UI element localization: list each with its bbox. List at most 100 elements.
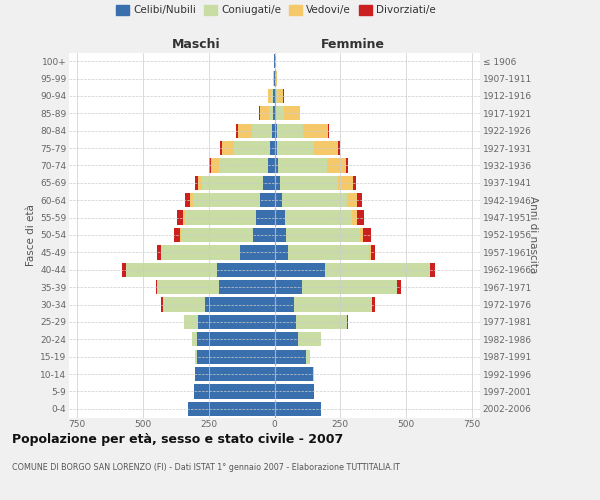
Bar	[287, 246, 370, 260]
Bar	[217, 262, 275, 277]
Bar	[260, 193, 275, 208]
Bar	[371, 246, 374, 260]
Bar	[157, 246, 161, 260]
Text: Maschi: Maschi	[172, 38, 221, 51]
Bar	[223, 141, 234, 155]
Bar	[156, 280, 157, 294]
Bar	[275, 280, 302, 294]
Bar	[194, 384, 275, 398]
Bar	[358, 210, 364, 224]
Bar	[125, 262, 217, 277]
Bar	[314, 141, 338, 155]
Bar	[269, 106, 273, 120]
Bar	[274, 72, 275, 86]
Bar	[183, 210, 185, 224]
Bar	[198, 176, 202, 190]
Bar	[352, 210, 358, 224]
Bar	[190, 193, 193, 208]
Bar	[253, 228, 275, 242]
Bar	[161, 298, 163, 312]
Bar	[276, 106, 284, 120]
Bar	[195, 176, 198, 190]
Bar	[163, 298, 205, 312]
Bar	[275, 124, 277, 138]
Bar	[202, 176, 263, 190]
Bar	[275, 262, 325, 277]
Bar	[234, 141, 270, 155]
Bar	[275, 384, 314, 398]
Bar	[347, 193, 357, 208]
Bar	[256, 210, 275, 224]
Bar	[177, 210, 183, 224]
Bar	[346, 158, 348, 172]
Bar	[372, 298, 374, 312]
Y-axis label: Anni di nascita: Anni di nascita	[527, 196, 538, 274]
Bar	[296, 315, 347, 329]
Bar	[275, 350, 306, 364]
Bar	[275, 402, 320, 416]
Bar	[280, 176, 338, 190]
Bar	[197, 332, 275, 346]
Bar	[268, 89, 271, 103]
Bar	[157, 280, 219, 294]
Bar	[185, 210, 256, 224]
Bar	[197, 350, 275, 364]
Bar	[397, 280, 401, 294]
Bar	[273, 89, 275, 103]
Bar	[370, 246, 371, 260]
Bar	[283, 193, 347, 208]
Y-axis label: Fasce di età: Fasce di età	[26, 204, 36, 266]
Bar	[277, 124, 303, 138]
Bar	[313, 367, 314, 381]
Bar	[211, 158, 219, 172]
Bar	[298, 332, 320, 346]
Bar	[338, 176, 353, 190]
Bar	[193, 193, 260, 208]
Bar	[273, 106, 275, 120]
Bar	[236, 124, 238, 138]
Bar	[188, 402, 275, 416]
Bar	[275, 193, 283, 208]
Bar	[328, 124, 329, 138]
Bar	[327, 158, 346, 172]
Bar	[184, 315, 198, 329]
Bar	[122, 262, 125, 277]
Bar	[275, 141, 277, 155]
Bar	[219, 158, 268, 172]
Bar	[260, 106, 269, 120]
Bar	[219, 280, 275, 294]
Bar	[430, 262, 434, 277]
Bar	[277, 141, 314, 155]
Bar	[271, 89, 273, 103]
Bar	[174, 228, 179, 242]
Bar	[275, 210, 284, 224]
Bar	[275, 176, 280, 190]
Bar	[357, 193, 362, 208]
Bar	[302, 280, 397, 294]
Bar	[161, 246, 240, 260]
Bar	[286, 228, 360, 242]
Bar	[275, 298, 294, 312]
Bar	[205, 298, 275, 312]
Bar	[303, 124, 328, 138]
Bar	[196, 350, 197, 364]
Bar	[263, 176, 275, 190]
Text: Femmine: Femmine	[320, 38, 385, 51]
Bar	[294, 298, 372, 312]
Bar	[240, 246, 275, 260]
Bar	[272, 124, 275, 138]
Bar	[275, 89, 278, 103]
Bar	[270, 141, 275, 155]
Bar	[347, 315, 348, 329]
Bar	[278, 89, 283, 103]
Text: COMUNE DI BORGO SAN LORENZO (FI) - Dati ISTAT 1° gennaio 2007 - Elaborazione TUT: COMUNE DI BORGO SAN LORENZO (FI) - Dati …	[12, 462, 400, 471]
Bar	[179, 228, 181, 242]
Legend: Celibi/Nubili, Coniugati/e, Vedovi/e, Divorziati/e: Celibi/Nubili, Coniugati/e, Vedovi/e, Di…	[116, 5, 436, 15]
Bar	[278, 158, 327, 172]
Bar	[360, 228, 363, 242]
Text: Popolazione per età, sesso e stato civile - 2007: Popolazione per età, sesso e stato civil…	[12, 432, 343, 446]
Bar	[191, 332, 197, 346]
Bar	[220, 141, 223, 155]
Bar	[238, 124, 252, 138]
Bar	[196, 367, 275, 381]
